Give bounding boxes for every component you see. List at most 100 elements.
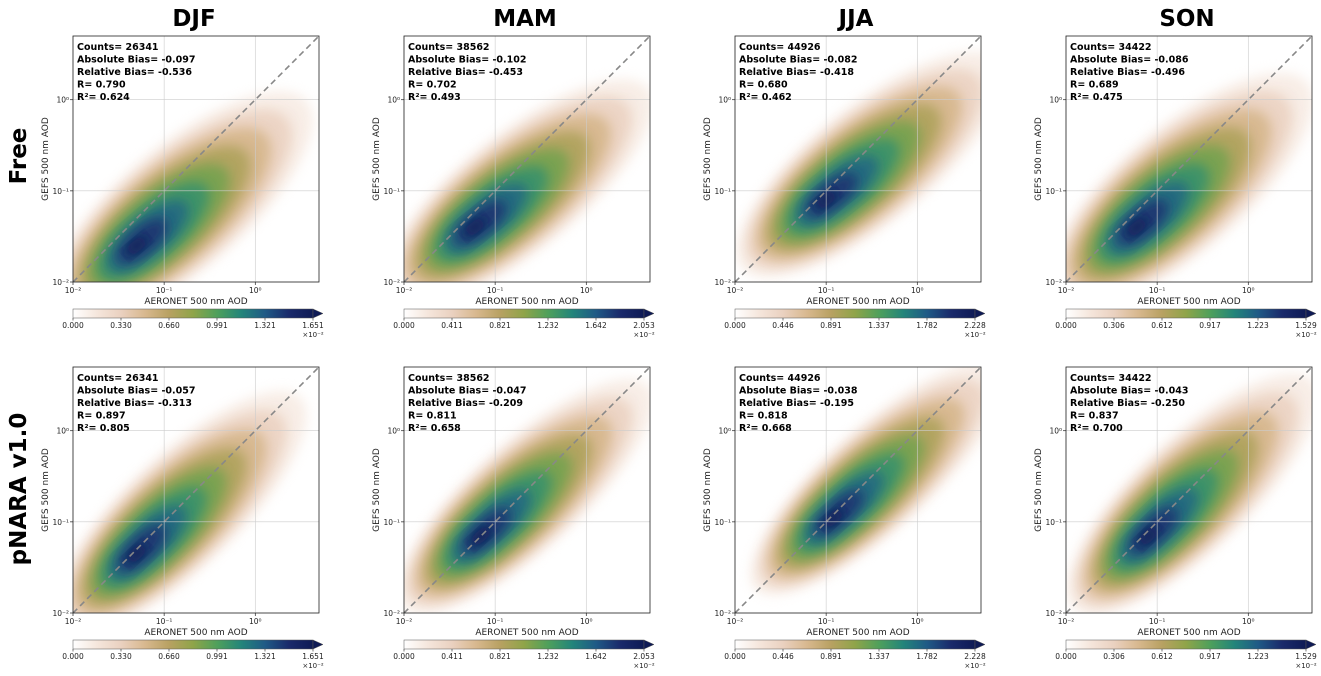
colorbar-multiplier: ×10⁻² <box>302 331 323 339</box>
x-tick-label-2: 10⁰ <box>580 286 593 295</box>
plot-frame <box>734 35 982 283</box>
axis-ticks: 10⁻²10⁻² 10⁻¹ 10⁻¹ 10⁰ 10⁰ <box>1045 427 1254 626</box>
colorbar-tick-label-4: 1.321 <box>254 652 276 661</box>
one-to-one-line <box>73 367 319 613</box>
x-tick-label-2: 10⁰ <box>249 286 262 295</box>
row-title-free: Free <box>6 128 32 185</box>
colorbar-extend-arrow <box>1305 308 1317 319</box>
density-level-8 <box>126 543 147 564</box>
y-tick-label-1: 10⁻¹ <box>1045 518 1062 527</box>
stat-line-1: Absolute Bias= -0.047 <box>408 386 526 397</box>
axis-ticks: 10⁻²10⁻² 10⁻¹ 10⁻¹ 10⁰ 10⁰ <box>714 96 923 295</box>
stats-annotation: Counts= 34422 Absolute Bias= -0.043Relati… <box>1070 373 1188 434</box>
gridlines <box>734 367 981 614</box>
axis-ticks: 10⁻²10⁻² 10⁻¹ 10⁻¹ 10⁰ 10⁰ <box>714 427 923 626</box>
x-tick-label-1: 10⁻¹ <box>818 617 835 626</box>
colorbar-extend-arrow <box>1305 639 1317 650</box>
y-axis-label: GEFS 500 nm AOD <box>41 448 51 532</box>
y-tick-label-2: 10⁰ <box>387 96 400 105</box>
colorbar-tick-label-3: 1.337 <box>868 652 890 661</box>
x-axis-label: AERONET 500 nm AOD <box>475 628 578 638</box>
stats-annotation: Counts= 38562 Absolute Bias= -0.102Relati… <box>408 42 526 103</box>
y-tick-label-0: 10⁻² <box>1045 609 1062 618</box>
stat-line-0: Counts= 26341 <box>77 373 159 384</box>
x-axis-label: AERONET 500 nm AOD <box>1137 297 1240 307</box>
x-tick-label-1: 10⁻¹ <box>818 286 835 295</box>
one-to-one-line <box>73 36 319 282</box>
stat-line-2: Relative Bias= -0.496 <box>1070 67 1185 78</box>
y-tick-label-2: 10⁰ <box>56 427 69 436</box>
stat-line-0: Counts= 38562 <box>408 373 490 384</box>
stats-annotation: Counts= 44926 Absolute Bias= -0.038Relati… <box>739 373 858 434</box>
colorbar-extend-arrow <box>643 639 655 650</box>
colorbar: 0.000 0.330 0.660 0.991 1.321 1.651×10⁻² <box>62 639 324 670</box>
colorbar-tick-label-3: 0.917 <box>1199 652 1221 661</box>
axis-ticks: 10⁻²10⁻² 10⁻¹ 10⁻¹ 10⁰ 10⁰ <box>52 427 261 626</box>
stat-line-1: Absolute Bias= -0.082 <box>739 55 857 66</box>
stat-line-1: Absolute Bias= -0.057 <box>77 386 195 397</box>
y-axis-label: GEFS 500 nm AOD <box>372 448 382 532</box>
axis-ticks: 10⁻²10⁻² 10⁻¹ 10⁻¹ 10⁰ 10⁰ <box>383 96 592 295</box>
colorbar-multiplier: ×10⁻² <box>633 662 654 670</box>
y-tick-label-0: 10⁻² <box>383 278 400 287</box>
stat-line-3: R= 0.811 <box>408 411 457 422</box>
colorbar-multiplier: ×10⁻² <box>1295 331 1316 339</box>
colorbar-multiplier: ×10⁻² <box>1295 662 1316 670</box>
y-axis-label: GEFS 500 nm AOD <box>41 117 51 201</box>
stat-line-1: Absolute Bias= -0.086 <box>1070 55 1189 66</box>
colorbar-tick-label-1: 0.330 <box>110 321 132 330</box>
stat-line-3: R= 0.689 <box>1070 80 1119 91</box>
colorbar-tick-label-0: 0.000 <box>724 321 746 330</box>
stat-line-2: Relative Bias= -0.209 <box>408 398 523 409</box>
x-tick-label-2: 10⁰ <box>911 617 924 626</box>
plot-frame <box>734 366 982 614</box>
stats-annotation: Counts= 44926 Absolute Bias= -0.082Relati… <box>739 42 857 103</box>
colorbar: 0.000 0.446 0.891 1.337 1.782 2.228×10⁻² <box>724 308 986 339</box>
plot-frame <box>403 35 651 283</box>
x-tick-label-2: 10⁰ <box>1242 286 1255 295</box>
colorbar-tick-label-2: 0.612 <box>1151 652 1173 661</box>
colorbar-tick-label-0: 0.000 <box>1055 652 1077 661</box>
y-tick-label-1: 10⁻¹ <box>383 518 400 527</box>
colorbar-tick-label-4: 1.321 <box>254 321 276 330</box>
density-level-8 <box>126 236 147 255</box>
colorbar-bar <box>72 308 314 319</box>
stat-line-2: Relative Bias= -0.195 <box>739 398 854 409</box>
x-tick-label-1: 10⁻¹ <box>156 617 173 626</box>
colorbar-tick-label-2: 0.891 <box>820 321 842 330</box>
colorbar-multiplier: ×10⁻² <box>964 331 985 339</box>
stats-annotation: Counts= 38562 Absolute Bias= -0.047Relati… <box>408 373 526 434</box>
colorbar-tick-label-2: 0.821 <box>489 321 511 330</box>
stat-line-2: Relative Bias= -0.313 <box>77 398 192 409</box>
x-tick-label-2: 10⁰ <box>1242 617 1255 626</box>
stat-line-3: R= 0.837 <box>1070 411 1119 422</box>
stat-line-0: Counts= 44926 <box>739 373 821 384</box>
row-title-pnara: pNARA v1.0 <box>6 413 32 566</box>
column-title-djf: DJF <box>172 6 215 32</box>
colorbar-tick-label-5: 1.651 <box>302 652 324 661</box>
y-tick-label-1: 10⁻¹ <box>52 518 69 527</box>
stat-line-2: Relative Bias= -0.418 <box>739 67 854 78</box>
x-tick-label-0: 10⁻² <box>727 286 744 295</box>
colorbar: 0.000 0.306 0.612 0.917 1.223 1.529×10⁻² <box>1055 639 1317 670</box>
colorbar-tick-label-5: 2.228 <box>964 321 986 330</box>
colorbar: 0.000 0.330 0.660 0.991 1.321 1.651×10⁻² <box>62 308 324 339</box>
colorbar-tick-label-4: 1.223 <box>1247 652 1269 661</box>
colorbar-tick-label-3: 0.917 <box>1199 321 1221 330</box>
one-to-one-line <box>404 367 650 613</box>
colorbar-tick-label-3: 0.991 <box>206 652 228 661</box>
stat-line-4: R²= 0.658 <box>408 423 461 434</box>
x-tick-label-0: 10⁻² <box>1058 286 1075 295</box>
stat-line-3: R= 0.790 <box>77 80 126 91</box>
y-axis-label: GEFS 500 nm AOD <box>1034 448 1044 532</box>
stat-line-0: Counts= 34422 <box>1070 42 1152 53</box>
one-to-one-line <box>404 36 650 282</box>
colorbar-tick-label-2: 0.821 <box>489 652 511 661</box>
stat-line-2: Relative Bias= -0.536 <box>77 67 192 78</box>
